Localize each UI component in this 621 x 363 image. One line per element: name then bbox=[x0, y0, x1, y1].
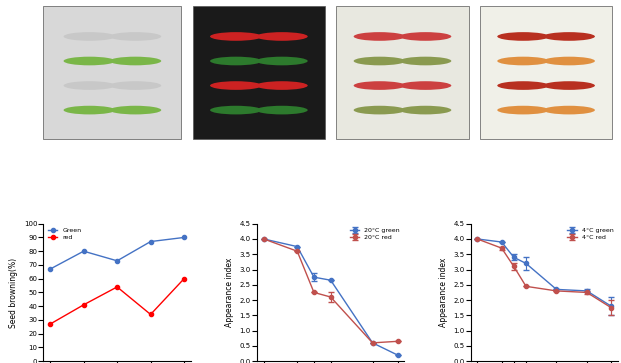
Ellipse shape bbox=[210, 57, 262, 65]
Ellipse shape bbox=[400, 32, 451, 41]
Ellipse shape bbox=[210, 106, 262, 114]
Line: Green: Green bbox=[48, 235, 186, 271]
Ellipse shape bbox=[354, 32, 406, 41]
Ellipse shape bbox=[497, 81, 549, 90]
Ellipse shape bbox=[354, 57, 406, 65]
Ellipse shape bbox=[497, 106, 549, 114]
Ellipse shape bbox=[256, 81, 308, 90]
Ellipse shape bbox=[543, 81, 595, 90]
Ellipse shape bbox=[109, 81, 161, 90]
Ellipse shape bbox=[497, 57, 549, 65]
Green bbox=[180, 235, 188, 240]
Line: red: red bbox=[48, 277, 186, 326]
Ellipse shape bbox=[497, 32, 549, 41]
Ellipse shape bbox=[256, 57, 308, 65]
Green bbox=[147, 239, 154, 244]
Legend: 4°C green, 4°C red: 4°C green, 4°C red bbox=[566, 227, 615, 241]
Ellipse shape bbox=[109, 57, 161, 65]
Ellipse shape bbox=[543, 57, 595, 65]
Ellipse shape bbox=[63, 32, 116, 41]
Bar bbox=[337, 6, 469, 139]
Ellipse shape bbox=[256, 106, 308, 114]
Ellipse shape bbox=[354, 81, 406, 90]
Ellipse shape bbox=[63, 57, 116, 65]
Ellipse shape bbox=[210, 32, 262, 41]
Green bbox=[47, 267, 54, 271]
red bbox=[114, 285, 121, 289]
Ellipse shape bbox=[256, 32, 308, 41]
Ellipse shape bbox=[400, 81, 451, 90]
red bbox=[180, 277, 188, 281]
Bar bbox=[480, 6, 612, 139]
Ellipse shape bbox=[63, 81, 116, 90]
red bbox=[147, 312, 154, 317]
Ellipse shape bbox=[63, 106, 116, 114]
Bar bbox=[193, 6, 325, 139]
Ellipse shape bbox=[543, 106, 595, 114]
Green bbox=[114, 259, 121, 263]
Ellipse shape bbox=[400, 106, 451, 114]
Bar bbox=[43, 6, 181, 139]
Y-axis label: Seed browning(%): Seed browning(%) bbox=[9, 257, 18, 327]
Ellipse shape bbox=[400, 57, 451, 65]
red bbox=[80, 303, 88, 307]
Legend: Green, red: Green, red bbox=[47, 227, 83, 241]
Y-axis label: Appearance index: Appearance index bbox=[225, 258, 234, 327]
red bbox=[47, 322, 54, 326]
Ellipse shape bbox=[109, 32, 161, 41]
Y-axis label: Appearance index: Appearance index bbox=[438, 258, 448, 327]
Green bbox=[80, 249, 88, 253]
Legend: 20°C green, 20°C red: 20°C green, 20°C red bbox=[349, 227, 401, 241]
Ellipse shape bbox=[543, 32, 595, 41]
Ellipse shape bbox=[354, 106, 406, 114]
Ellipse shape bbox=[210, 81, 262, 90]
Ellipse shape bbox=[109, 106, 161, 114]
